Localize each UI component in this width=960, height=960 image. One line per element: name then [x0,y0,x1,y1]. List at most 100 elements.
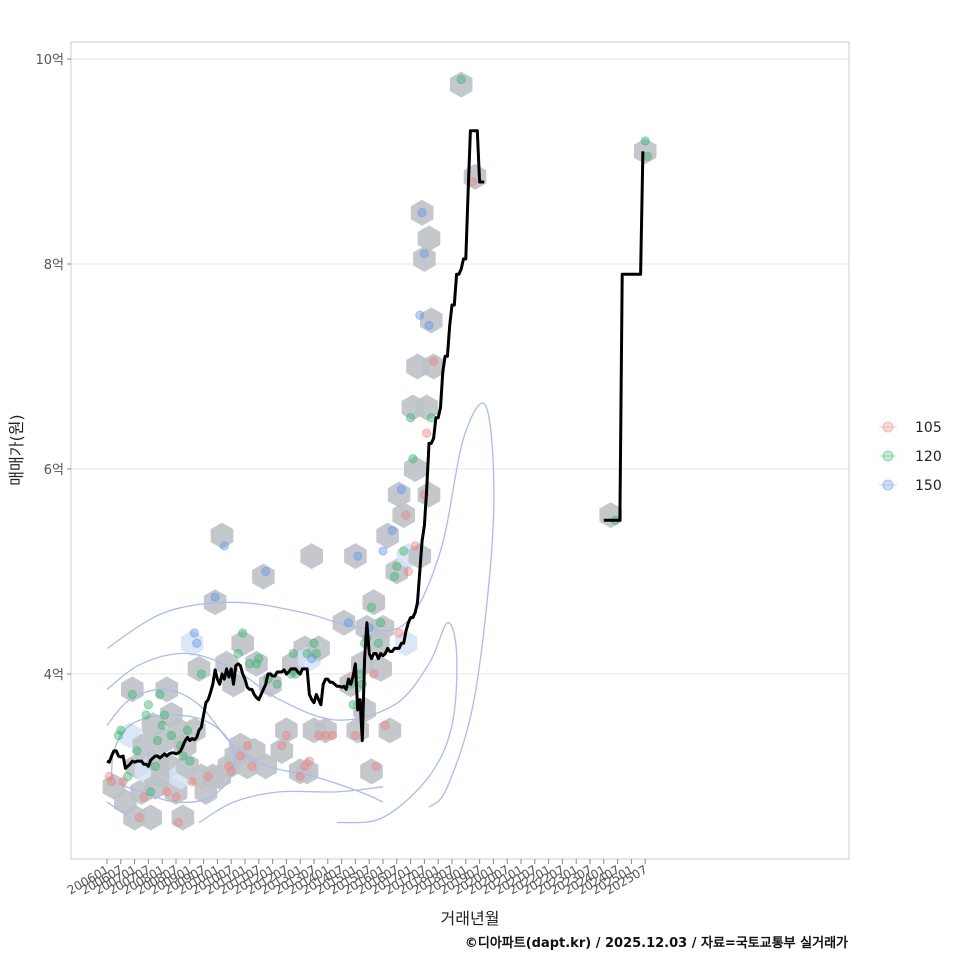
data-point-120 [116,725,126,735]
data-point-120 [185,756,195,766]
density-contour [106,688,384,803]
data-point-105 [162,787,172,797]
hex-cell [378,717,402,744]
legend-item-105: 105 [879,420,942,436]
hex-cell [132,732,156,759]
data-point-150 [343,618,354,628]
data-point-105 [350,730,360,741]
hex-cell [314,717,337,744]
data-point-105 [428,356,439,366]
hex-cell [270,737,294,764]
hex-cell [254,753,277,780]
data-point-120 [392,561,402,571]
data-point-120 [150,761,160,771]
data-point-105 [300,761,310,771]
hex-cell [362,589,386,616]
data-point-150 [415,310,425,320]
y-tick-label: 4억 [44,668,64,683]
data-point-105 [203,771,213,782]
data-point-120 [153,736,163,746]
data-point-120 [166,730,176,741]
data-point-105 [295,771,305,782]
hex-cell [369,655,392,682]
data-point-105 [224,761,234,771]
hex-cell [139,804,162,831]
hex-cell [295,758,319,785]
credit-text: ©디아파트(dapt.kr) / 2025.12.03 / 자료=국토교통부 실… [465,935,848,951]
data-point-105 [187,777,197,787]
hex-cell [387,481,411,508]
data-point-120 [155,689,165,700]
data-point-105 [320,730,331,741]
hex-cell [300,543,323,570]
data-point-105 [410,541,420,551]
data-point-120 [245,659,255,669]
data-point-120 [376,618,386,628]
data-point-105 [226,766,236,776]
data-point-105 [313,730,324,741]
hex-cell [360,758,383,785]
hex-cell [371,614,395,641]
data-point-105 [134,812,144,823]
x-axis-ticks: 2006012006072007012007072008012008072009… [65,859,650,898]
legend-key-120 [882,450,894,462]
hex-cell [180,630,204,657]
data-point-150 [261,566,271,577]
y-tick-label: 8억 [44,258,64,273]
data-point-120 [373,638,383,648]
hexbin-layer [102,71,657,831]
data-point-120 [146,787,156,797]
panel-border [70,41,850,860]
data-point-120 [399,546,409,556]
hex-cell [417,481,441,508]
data-point-150 [396,484,406,495]
data-point-150 [419,249,429,259]
data-point-120 [405,413,416,423]
data-point-105 [242,741,252,751]
data-point-120 [178,751,188,761]
hex-cell [449,71,473,98]
data-point-120 [640,136,650,146]
data-point-120 [127,689,137,700]
density-contour [106,622,458,824]
hex-cell [422,353,445,380]
hex-cell [231,630,254,657]
hex-cell [252,563,275,590]
data-point-120 [272,679,282,689]
data-point-105 [107,777,117,787]
data-point-120 [251,659,262,669]
data-point-105 [369,669,379,679]
data-point-105 [371,761,381,771]
data-points [104,74,653,828]
x-axis-title: 거래년월 [441,909,500,928]
data-point-120 [141,710,151,720]
data-point-150 [378,546,388,556]
hex-cell [633,138,657,165]
density-contour [106,402,495,808]
hex-cell [210,522,234,549]
data-point-120 [408,454,418,464]
hex-cell [420,307,443,334]
data-point-120 [389,572,400,582]
trend-line [106,129,485,770]
legend: 105 120 150 [879,420,942,494]
hex-cell [417,225,441,252]
data-point-120 [159,710,170,720]
hex-cell [344,543,367,570]
data-point-105 [235,751,245,761]
density-contour [198,786,384,824]
y-tick-label: 10억 [35,53,64,68]
hex-cell [245,650,268,677]
data-point-120 [642,151,653,161]
data-point-120 [309,638,319,648]
data-point-120 [196,669,206,679]
data-point-105 [327,730,337,741]
data-point-150 [353,551,363,561]
data-point-120 [456,74,466,85]
data-point-120 [254,654,264,664]
hex-cell [392,502,415,529]
legend-key-105 [882,421,894,433]
data-point-105 [401,510,411,520]
data-point-150 [219,541,229,551]
